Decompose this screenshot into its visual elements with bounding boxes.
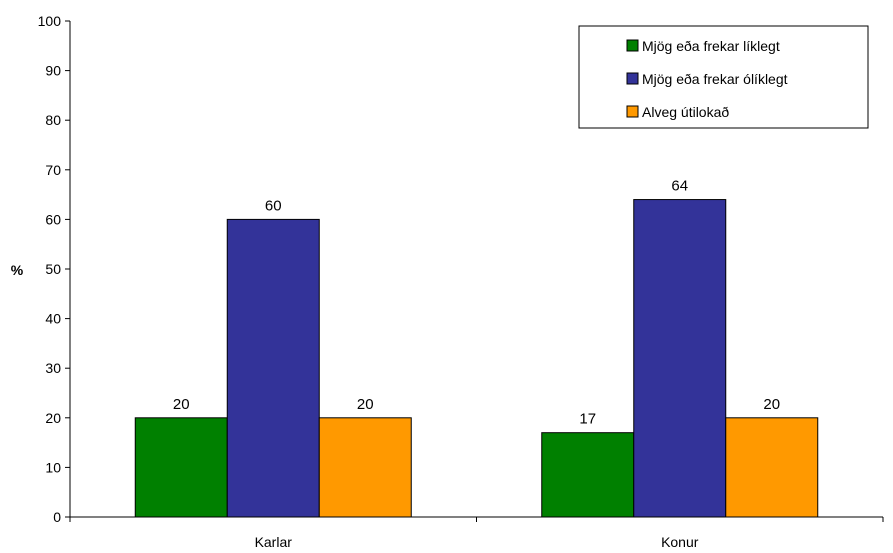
- data-label: 60: [265, 197, 282, 214]
- legend-item-label: Mjög eða frekar ólíklegt: [642, 71, 788, 87]
- bar: [318, 417, 412, 518]
- bar: [134, 417, 228, 518]
- data-label: 20: [173, 396, 190, 413]
- y-tick-label: 0: [53, 509, 61, 525]
- legend-item-label: Mjög eða frekar líklegt: [642, 38, 780, 54]
- y-tick-label: 60: [45, 211, 61, 227]
- bar: [633, 199, 727, 518]
- x-tick-label: Karlar: [255, 534, 293, 550]
- y-tick-label: 10: [45, 459, 61, 475]
- y-tick-label: 70: [45, 162, 61, 178]
- chart-legend: Mjög eða frekar líklegt Mjög eða frekar ó…: [578, 25, 869, 129]
- legend-swatch: [626, 105, 639, 118]
- legend-item-label: Alveg útilokað: [642, 104, 729, 120]
- y-tick-label: 40: [45, 311, 61, 327]
- legend-swatch: [626, 39, 639, 52]
- bar: [226, 218, 320, 518]
- y-axis-label: %: [11, 262, 24, 278]
- data-label: 20: [357, 396, 374, 413]
- y-tick-label: 80: [45, 112, 61, 128]
- bar: [541, 432, 635, 518]
- chart-bars: [134, 199, 819, 518]
- y-tick-label: 50: [45, 261, 61, 277]
- data-label: 20: [763, 396, 780, 413]
- y-tick-label: 90: [45, 63, 61, 79]
- data-label: 17: [579, 411, 596, 428]
- x-tick-label: Konur: [661, 534, 699, 550]
- y-tick-label: 100: [38, 13, 62, 29]
- y-tick-label: 30: [45, 360, 61, 376]
- y-tick-label: 20: [45, 410, 61, 426]
- data-label: 64: [671, 178, 688, 195]
- chart-data-labels: 20 60 20 17 64 20: [173, 178, 780, 428]
- legend-swatch: [626, 72, 639, 85]
- bar: [725, 417, 819, 518]
